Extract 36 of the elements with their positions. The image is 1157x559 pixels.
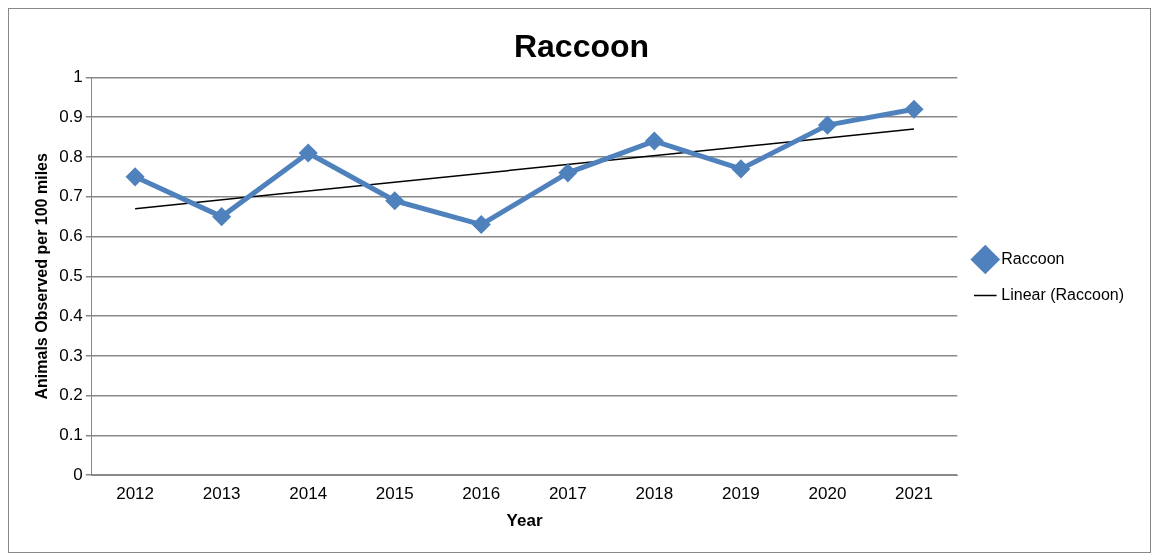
point <box>559 164 577 182</box>
x-axis-title: Year <box>506 511 543 531</box>
chart-title: Raccoon <box>513 28 650 65</box>
y-tick-label: 0.5 <box>59 265 83 285</box>
point <box>818 116 836 134</box>
y-tick-label: 0.2 <box>59 385 83 405</box>
y-axis-title: Animals Observed per 100 miles <box>33 153 51 400</box>
y-tick-label: 0.8 <box>59 146 83 166</box>
y-tick-label: 0.7 <box>59 186 83 206</box>
point <box>126 168 144 186</box>
x-tick-label: 2017 <box>548 484 587 504</box>
x-tick-label: 2013 <box>202 484 241 504</box>
x-tick-label: 2019 <box>722 484 760 504</box>
x-tick-label: 2018 <box>635 484 674 504</box>
x-tick-label: 2012 <box>116 484 155 504</box>
point <box>472 216 490 234</box>
x-tick-label: 2021 <box>895 484 933 504</box>
y-tick-label: 0 <box>73 464 83 484</box>
point <box>213 208 231 226</box>
x-tick-label: 2016 <box>462 484 501 504</box>
legend-label: Raccoon <box>1001 249 1065 267</box>
y-tick-label: 0.1 <box>59 425 83 445</box>
y-tick-label: 0.4 <box>59 305 83 325</box>
y-tick-label: 1 <box>73 67 83 87</box>
point <box>905 100 923 118</box>
x-tick-label: 2015 <box>375 484 414 504</box>
point <box>732 160 750 178</box>
legend-label: Linear (Raccoon) <box>1001 285 1125 303</box>
point <box>645 132 663 150</box>
point <box>386 192 404 210</box>
y-tick-label: 0.9 <box>59 106 83 126</box>
x-tick-label: 2020 <box>808 484 847 504</box>
x-tick-label: 2014 <box>289 484 328 504</box>
y-tick-label: 0.6 <box>59 226 83 246</box>
y-tick-label: 0.3 <box>59 345 83 365</box>
point <box>299 144 317 162</box>
